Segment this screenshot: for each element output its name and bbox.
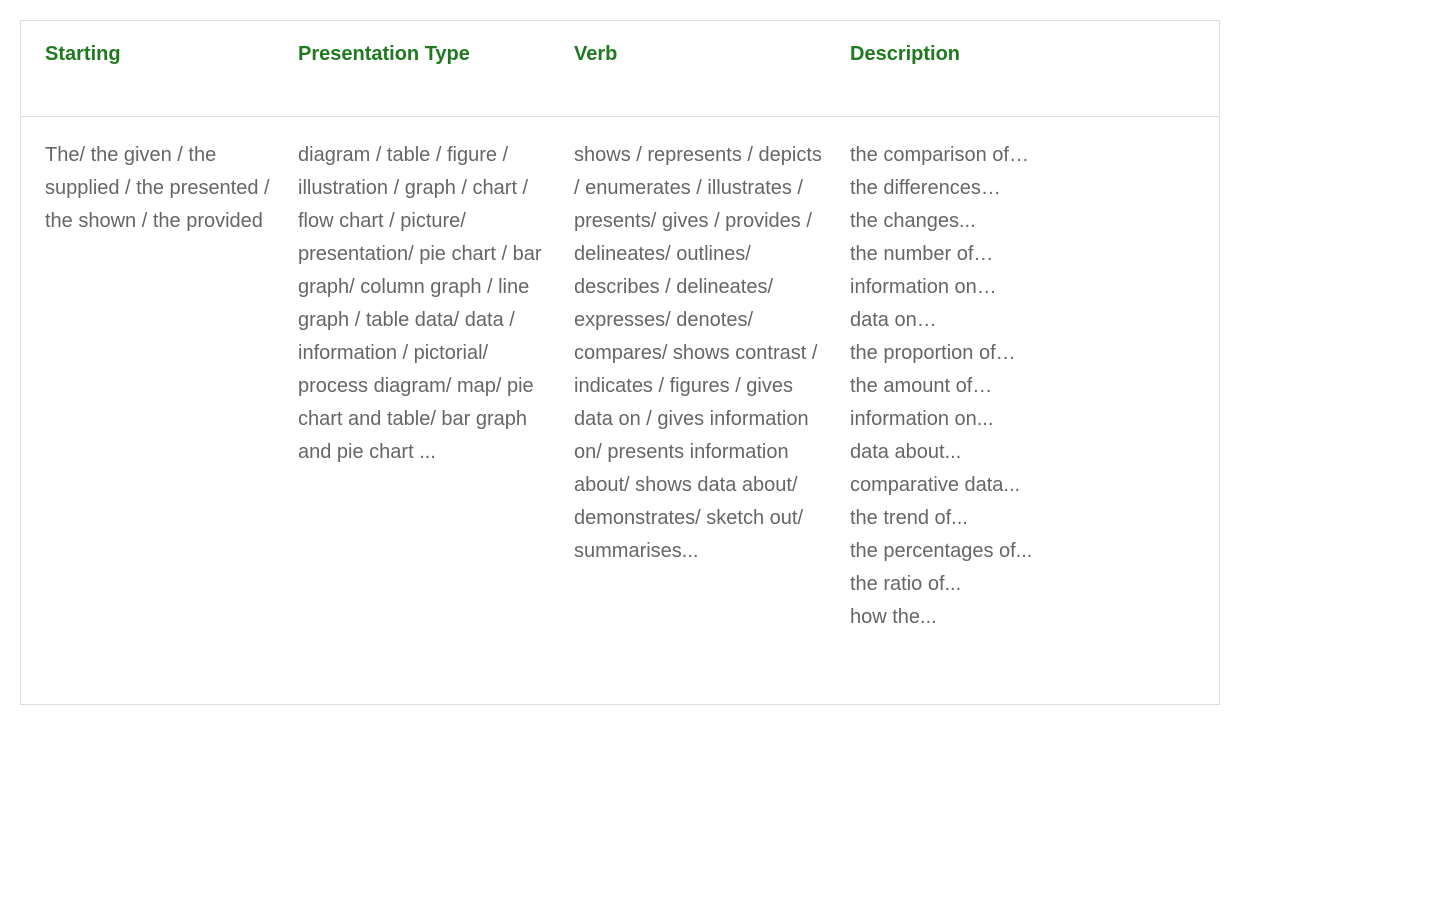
header-starting: Starting <box>45 43 298 66</box>
description-line: the trend of... <box>850 502 1171 535</box>
header-verb: Verb <box>574 43 850 66</box>
description-line: comparative data... <box>850 469 1171 502</box>
description-line: information on… <box>850 271 1171 304</box>
description-line: how the... <box>850 601 1171 634</box>
description-line: the number of… <box>850 238 1171 271</box>
header-description: Description <box>850 43 1195 66</box>
description-line: the amount of… <box>850 370 1171 403</box>
description-line: the proportion of… <box>850 337 1171 370</box>
description-line: information on... <box>850 403 1171 436</box>
table-body-row: The/ the given / the supplied / the pres… <box>21 117 1219 704</box>
header-presentation-type: Presentation Type <box>298 43 574 66</box>
description-line: data on… <box>850 304 1171 337</box>
description-line: the comparison of… <box>850 139 1171 172</box>
description-line: data about... <box>850 436 1171 469</box>
description-line: the percentages of... <box>850 535 1171 568</box>
table-header-row: Starting Presentation Type Verb Descript… <box>21 21 1219 117</box>
vocabulary-table: Starting Presentation Type Verb Descript… <box>20 20 1220 705</box>
cell-verb: shows / represents / depicts / enumerate… <box>574 139 850 634</box>
cell-starting: The/ the given / the supplied / the pres… <box>45 139 298 634</box>
description-line: the ratio of... <box>850 568 1171 601</box>
cell-presentation-type: diagram / table / figure / illustration … <box>298 139 574 634</box>
description-line: the differences… <box>850 172 1171 205</box>
cell-description: the comparison of…the differences…the ch… <box>850 139 1195 634</box>
description-line: the changes... <box>850 205 1171 238</box>
